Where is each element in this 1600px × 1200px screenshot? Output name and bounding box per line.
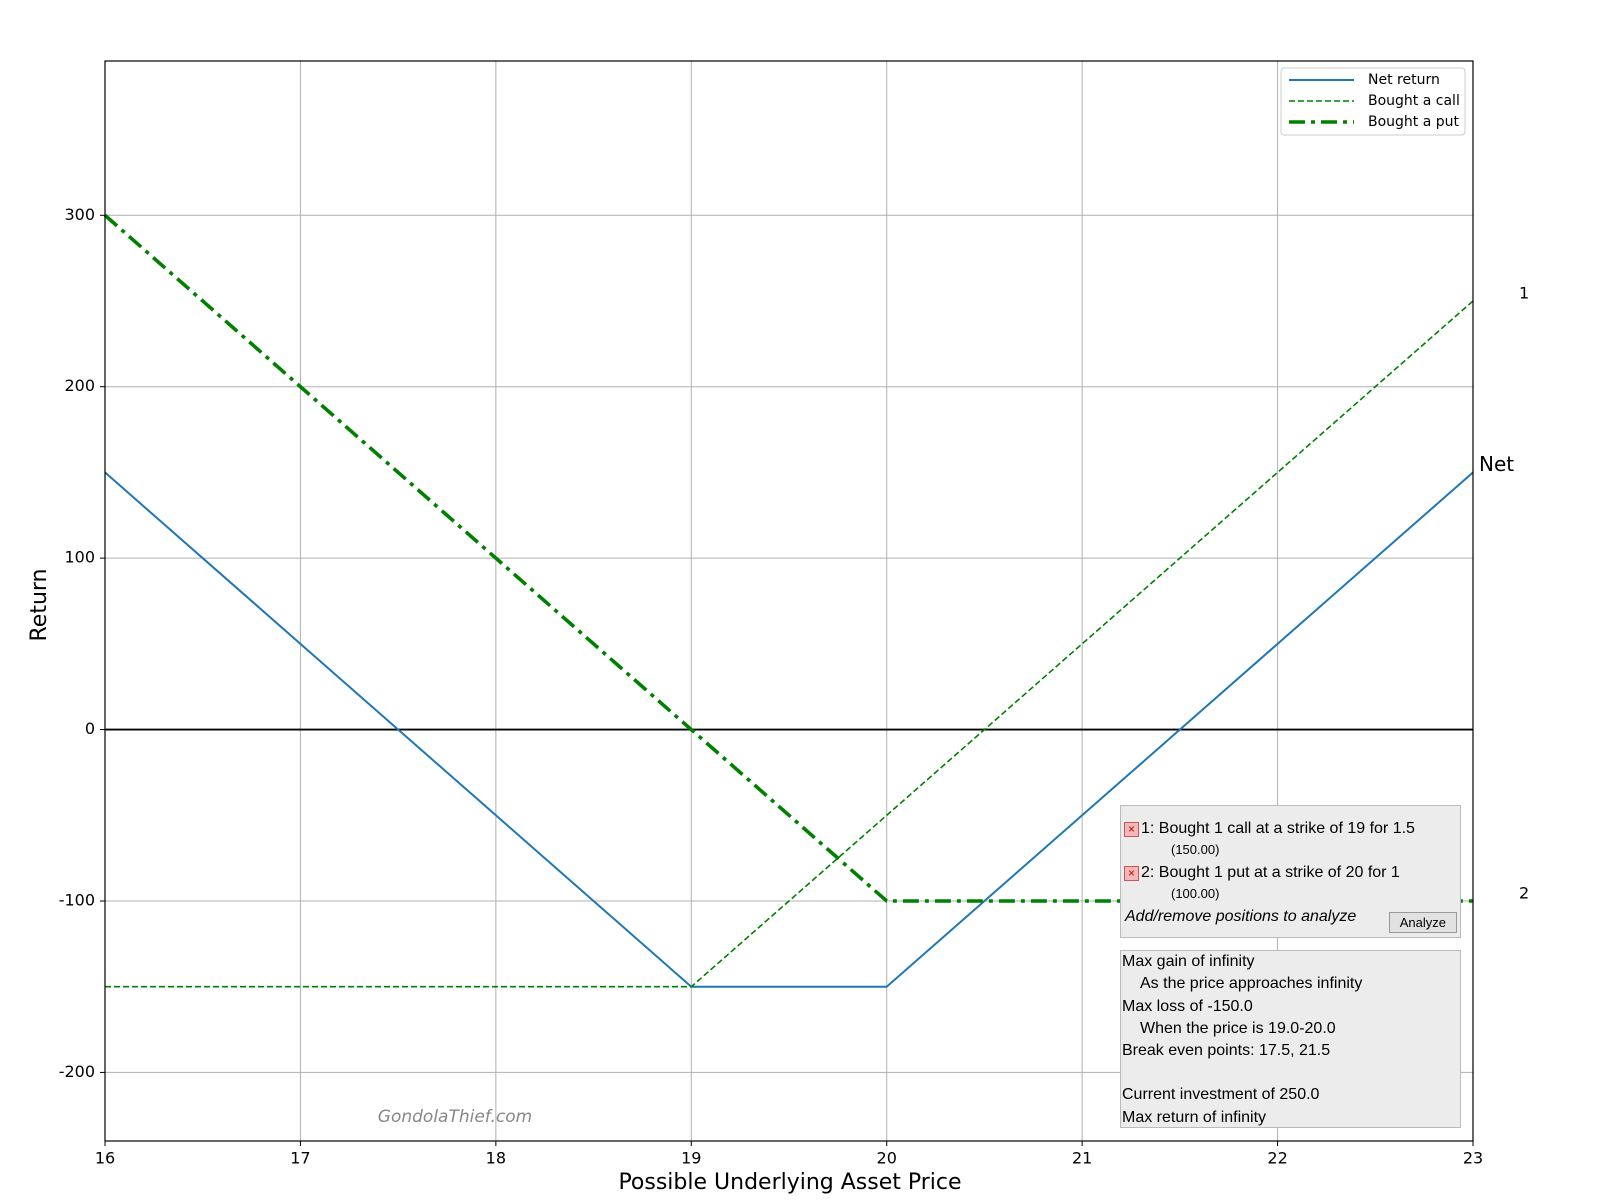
analysis-detail: As the price approaches infinity <box>1140 975 1363 993</box>
position-cost: (100.00) <box>1171 886 1220 901</box>
position-label: 2: Bought 1 put at a strike of 20 for 1 <box>1141 864 1400 881</box>
analysis-panel: Max gain of infinity As the price approac… <box>1120 950 1461 1128</box>
y-tick-label: 100 <box>64 548 95 567</box>
analysis-summary: Current investment of 250.0 <box>1122 1086 1320 1104</box>
x-tick-label: 18 <box>486 1149 506 1168</box>
x-tick-label: 22 <box>1267 1149 1287 1168</box>
x-tick-label: 17 <box>290 1149 310 1168</box>
analyze-button[interactable]: Analyze <box>1388 912 1457 933</box>
plot-frame <box>104 60 1474 1142</box>
spacer <box>1121 806 1460 816</box>
y-tick-label: -100 <box>59 891 95 910</box>
x-tick-label: 16 <box>95 1149 115 1168</box>
position-row: × 2: Bought 1 put at a strike of 20 for 1 <box>1121 862 1460 884</box>
x-tick-label: 21 <box>1072 1149 1092 1168</box>
positions-panel: × 1: Bought 1 call at a strike of 19 for … <box>1120 805 1461 938</box>
legend-label: Bought a call <box>1368 93 1460 109</box>
x-axis-label: Possible Underlying Asset Price <box>618 1170 961 1195</box>
legend: Net return Bought a call Bought a put <box>1280 67 1466 136</box>
y-axis-label: Return <box>27 568 52 641</box>
y-tick-label: -200 <box>59 1062 95 1081</box>
position-cost: (150.00) <box>1171 842 1220 857</box>
series-line <box>104 471 1474 988</box>
analysis-title: Max loss of -150.0 <box>1122 997 1253 1015</box>
analysis-title: Max gain of infinity <box>1122 953 1255 970</box>
series-line <box>105 300 1474 988</box>
y-tick-label: 200 <box>64 376 95 395</box>
analysis-detail: When the price is 19.0-20.0 <box>1140 1019 1336 1037</box>
series-end-label: Net <box>1479 452 1514 476</box>
remove-button[interactable]: × <box>1124 821 1139 837</box>
legend-box <box>1280 67 1466 136</box>
x-tick-label: 23 <box>1463 1149 1483 1168</box>
series-end-label: 2 <box>1519 884 1529 903</box>
y-tick-label: 300 <box>64 205 95 224</box>
legend-label: Net return <box>1368 72 1440 88</box>
position-label: 1: Bought 1 call at a strike of 19 for 1… <box>1141 820 1415 837</box>
watermark: GondolaThief.com <box>378 1107 532 1127</box>
analysis-summary: Max return of infinity <box>1122 1108 1267 1126</box>
legend-label: Bought a put <box>1368 114 1460 130</box>
spacer <box>1122 1062 1460 1084</box>
remove-button[interactable]: × <box>1124 865 1139 881</box>
position-row: × 1: Bought 1 call at a strike of 19 for … <box>1121 818 1460 840</box>
positions-hint: Add/remove positions to analyze <box>1125 908 1357 925</box>
x-tick-label: 20 <box>877 1149 897 1168</box>
analysis-title: Break even points: 17.5, 21.5 <box>1122 1042 1331 1060</box>
y-tick-label: 0 <box>85 719 95 738</box>
x-tick-label: 19 <box>681 1149 701 1168</box>
series-end-label: 1 <box>1519 284 1529 303</box>
